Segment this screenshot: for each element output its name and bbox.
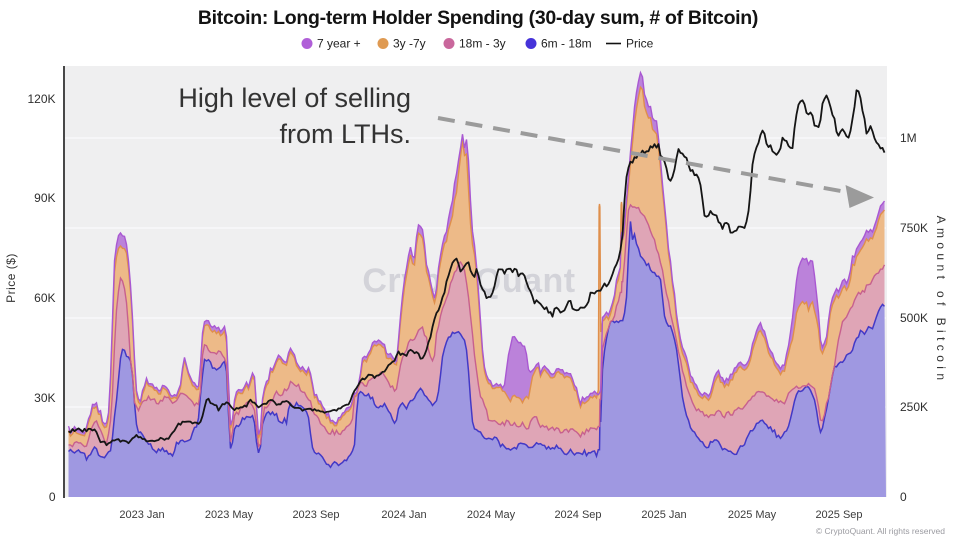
svg-text:18m - 3y: 18m - 3y <box>459 37 506 51</box>
svg-text:0: 0 <box>49 490 56 504</box>
svg-text:2023 Jan: 2023 Jan <box>119 509 164 521</box>
svg-text:750K: 750K <box>900 221 928 235</box>
svg-text:30K: 30K <box>34 391 55 405</box>
svg-text:60K: 60K <box>34 291 55 305</box>
svg-text:3y -7y: 3y -7y <box>393 37 426 51</box>
svg-text:1M: 1M <box>900 131 917 145</box>
svg-text:500K: 500K <box>900 311 928 325</box>
svg-text:from LTHs.: from LTHs. <box>279 119 411 149</box>
svg-text:7 year +: 7 year + <box>317 37 361 51</box>
svg-text:Amount of Bitcoin: Amount of Bitcoin <box>934 216 948 385</box>
svg-text:250K: 250K <box>900 400 928 414</box>
svg-text:2024 Sep: 2024 Sep <box>554 509 601 521</box>
svg-text:Bitcoin: Long-term Holder Spen: Bitcoin: Long-term Holder Spending (30-d… <box>198 7 758 29</box>
svg-text:High level of selling: High level of selling <box>178 83 411 113</box>
svg-text:2024 Jan: 2024 Jan <box>381 509 426 521</box>
svg-text:6m - 18m: 6m - 18m <box>541 37 592 51</box>
svg-text:2023 May: 2023 May <box>205 509 254 521</box>
svg-text:2025 Jan: 2025 Jan <box>641 509 686 521</box>
svg-text:Price ($): Price ($) <box>4 253 18 303</box>
svg-text:90K: 90K <box>34 191 55 205</box>
svg-text:2025 Sep: 2025 Sep <box>815 509 862 521</box>
svg-text:2023 Sep: 2023 Sep <box>292 509 339 521</box>
svg-text:© CryptoQuant. All rights rese: © CryptoQuant. All rights reserved <box>816 526 945 536</box>
svg-text:Price: Price <box>626 37 654 51</box>
svg-text:2025 May: 2025 May <box>728 509 777 521</box>
svg-text:0: 0 <box>900 490 907 504</box>
svg-text:2024 May: 2024 May <box>467 509 516 521</box>
svg-text:120K: 120K <box>27 92 55 106</box>
